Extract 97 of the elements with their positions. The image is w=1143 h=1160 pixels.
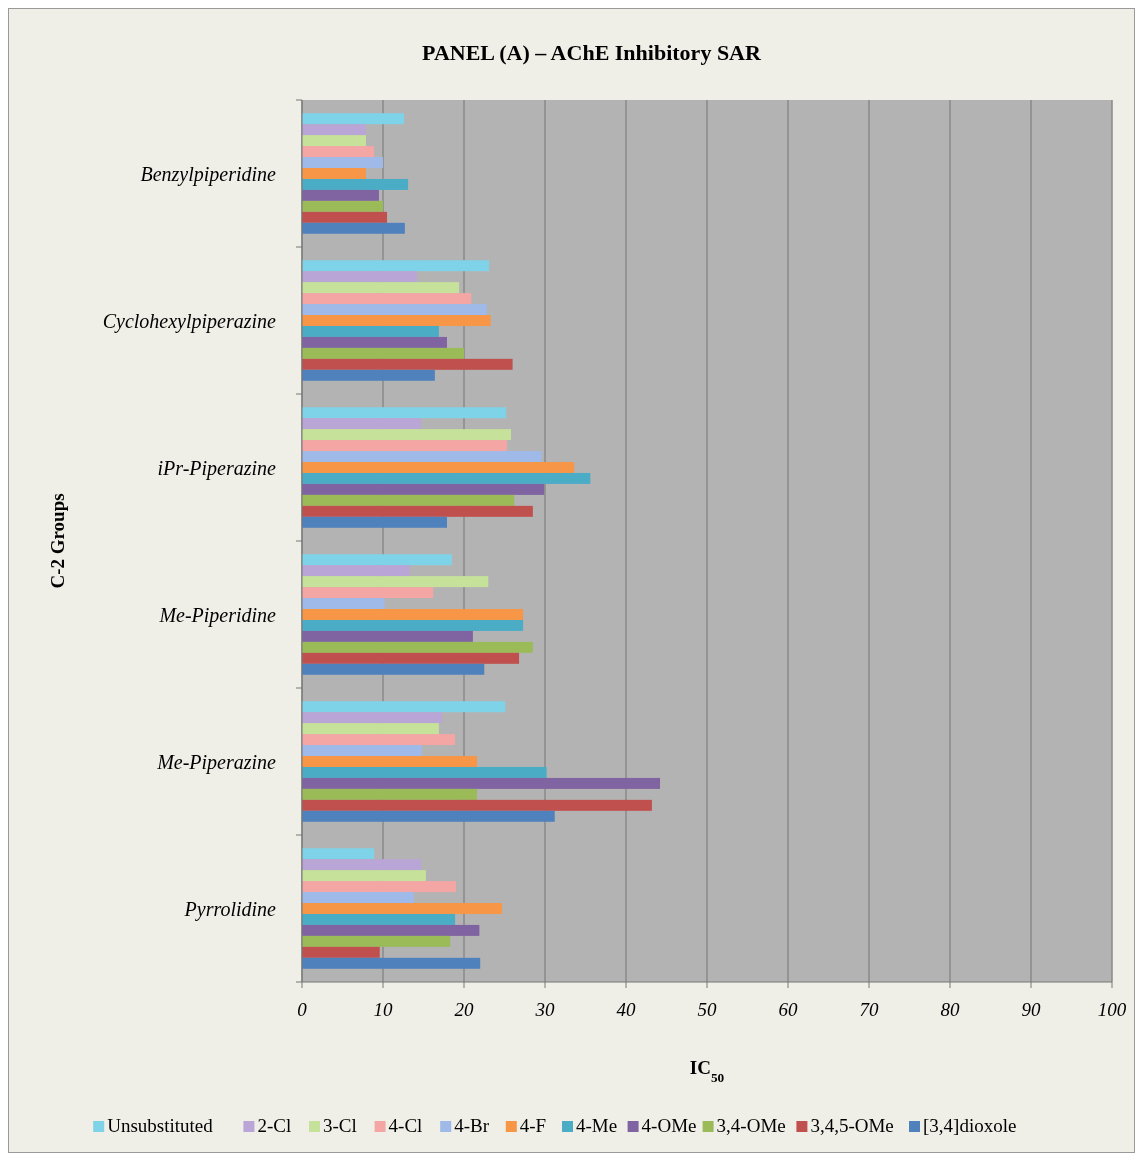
- bar: [302, 598, 385, 610]
- bar: [302, 472, 591, 484]
- legend-label: 3,4,5-OMe: [810, 1115, 894, 1136]
- bar: [302, 870, 426, 882]
- bar: [302, 848, 375, 860]
- bar: [302, 663, 485, 675]
- bar: [302, 146, 375, 158]
- x-tick-label: 80: [940, 999, 960, 1020]
- bar: [302, 168, 366, 179]
- y-tick-label: iPr-Piperazine: [157, 456, 277, 480]
- bar: [302, 315, 491, 326]
- bar: [302, 347, 464, 359]
- x-tick-label: 10: [373, 999, 393, 1020]
- legend-label: 2-Cl: [257, 1115, 292, 1136]
- bar: [302, 881, 456, 893]
- bar: [302, 554, 452, 566]
- y-tick-label: Me-Piperazine: [156, 750, 277, 774]
- bar: [302, 957, 481, 969]
- bar: [302, 271, 418, 283]
- bar: [302, 946, 380, 958]
- bar: [302, 935, 451, 947]
- y-tick-label: Cyclohexylpiperazine: [102, 309, 277, 333]
- bar: [302, 587, 434, 599]
- y-axis-title: C-2 Groups: [47, 493, 68, 589]
- bar: [302, 505, 533, 517]
- x-tick-label: 100: [1097, 999, 1127, 1020]
- bar: [302, 222, 405, 234]
- bar: [302, 576, 489, 588]
- bar: [302, 641, 533, 653]
- x-tick-label: 60: [778, 999, 798, 1020]
- x-tick-label: 50: [697, 999, 717, 1020]
- legend-label: 4-Me: [576, 1115, 618, 1136]
- bar: [302, 462, 575, 473]
- bar: [302, 211, 388, 223]
- x-tick-label: 0: [297, 999, 308, 1020]
- bar: [302, 282, 460, 294]
- bar: [302, 652, 520, 664]
- x-axis-title: IC$_{50}$: [689, 1057, 725, 1085]
- legend-label: 4-OMe: [641, 1115, 697, 1136]
- legend-label: [3,4]dioxole: [923, 1115, 1017, 1136]
- bar: [302, 609, 524, 620]
- bar: [302, 178, 409, 190]
- bar: [302, 565, 410, 577]
- bar: [302, 157, 383, 169]
- legend-label: 3-Cl: [323, 1115, 357, 1136]
- bar: [302, 293, 472, 305]
- bar: [302, 892, 414, 904]
- bar: [302, 630, 473, 642]
- bar: [302, 304, 487, 316]
- bar: [302, 369, 435, 381]
- bar: [302, 516, 447, 528]
- bar: [302, 712, 443, 724]
- bar: [302, 451, 542, 463]
- bar: [302, 429, 511, 441]
- legend-label: 3,4-OMe: [716, 1115, 786, 1136]
- bar: [302, 494, 515, 506]
- bar: [302, 113, 405, 125]
- y-tick-label: Pyrrolidine: [183, 897, 277, 921]
- legend-label: 4-Cl: [388, 1115, 423, 1136]
- bar: [302, 418, 422, 430]
- x-tick-label: 30: [534, 999, 555, 1020]
- bar: [302, 903, 503, 914]
- legend-label: 4-Br: [454, 1115, 490, 1136]
- bar: [302, 756, 477, 767]
- bar: [302, 766, 547, 778]
- bar: [302, 325, 439, 337]
- x-tick-label: 40: [616, 999, 636, 1020]
- bar: [302, 745, 422, 757]
- x-tick-label: 90: [1021, 999, 1041, 1020]
- x-tick-label: 70: [859, 999, 879, 1020]
- bar: [302, 734, 456, 746]
- bar: [302, 200, 383, 212]
- legend-label: Unsubstituted: [107, 1115, 214, 1136]
- bar: [302, 336, 447, 348]
- y-tick-label: Benzylpiperidine: [140, 162, 277, 186]
- bar: [302, 189, 379, 201]
- bar: [302, 407, 507, 419]
- bar: [302, 619, 524, 631]
- bar: [302, 924, 480, 936]
- bar: [302, 483, 545, 495]
- bar: [302, 124, 366, 136]
- bar: [302, 440, 507, 452]
- bar: [302, 723, 439, 735]
- bar: [302, 701, 506, 713]
- bar: [302, 810, 555, 822]
- x-tick-label: 20: [454, 999, 474, 1020]
- bar: [302, 777, 661, 789]
- bar: [302, 135, 366, 147]
- legend-label: 4-F: [519, 1115, 547, 1136]
- bar: [302, 260, 490, 272]
- bar: [302, 788, 477, 800]
- chart-title: PANEL (A) – AChE Inhibitory SAR: [422, 40, 763, 65]
- bar: [302, 859, 422, 871]
- y-tick-label: Me-Piperidine: [158, 603, 277, 627]
- bar: [302, 913, 456, 925]
- bar: [302, 358, 513, 370]
- bar: [302, 799, 652, 811]
